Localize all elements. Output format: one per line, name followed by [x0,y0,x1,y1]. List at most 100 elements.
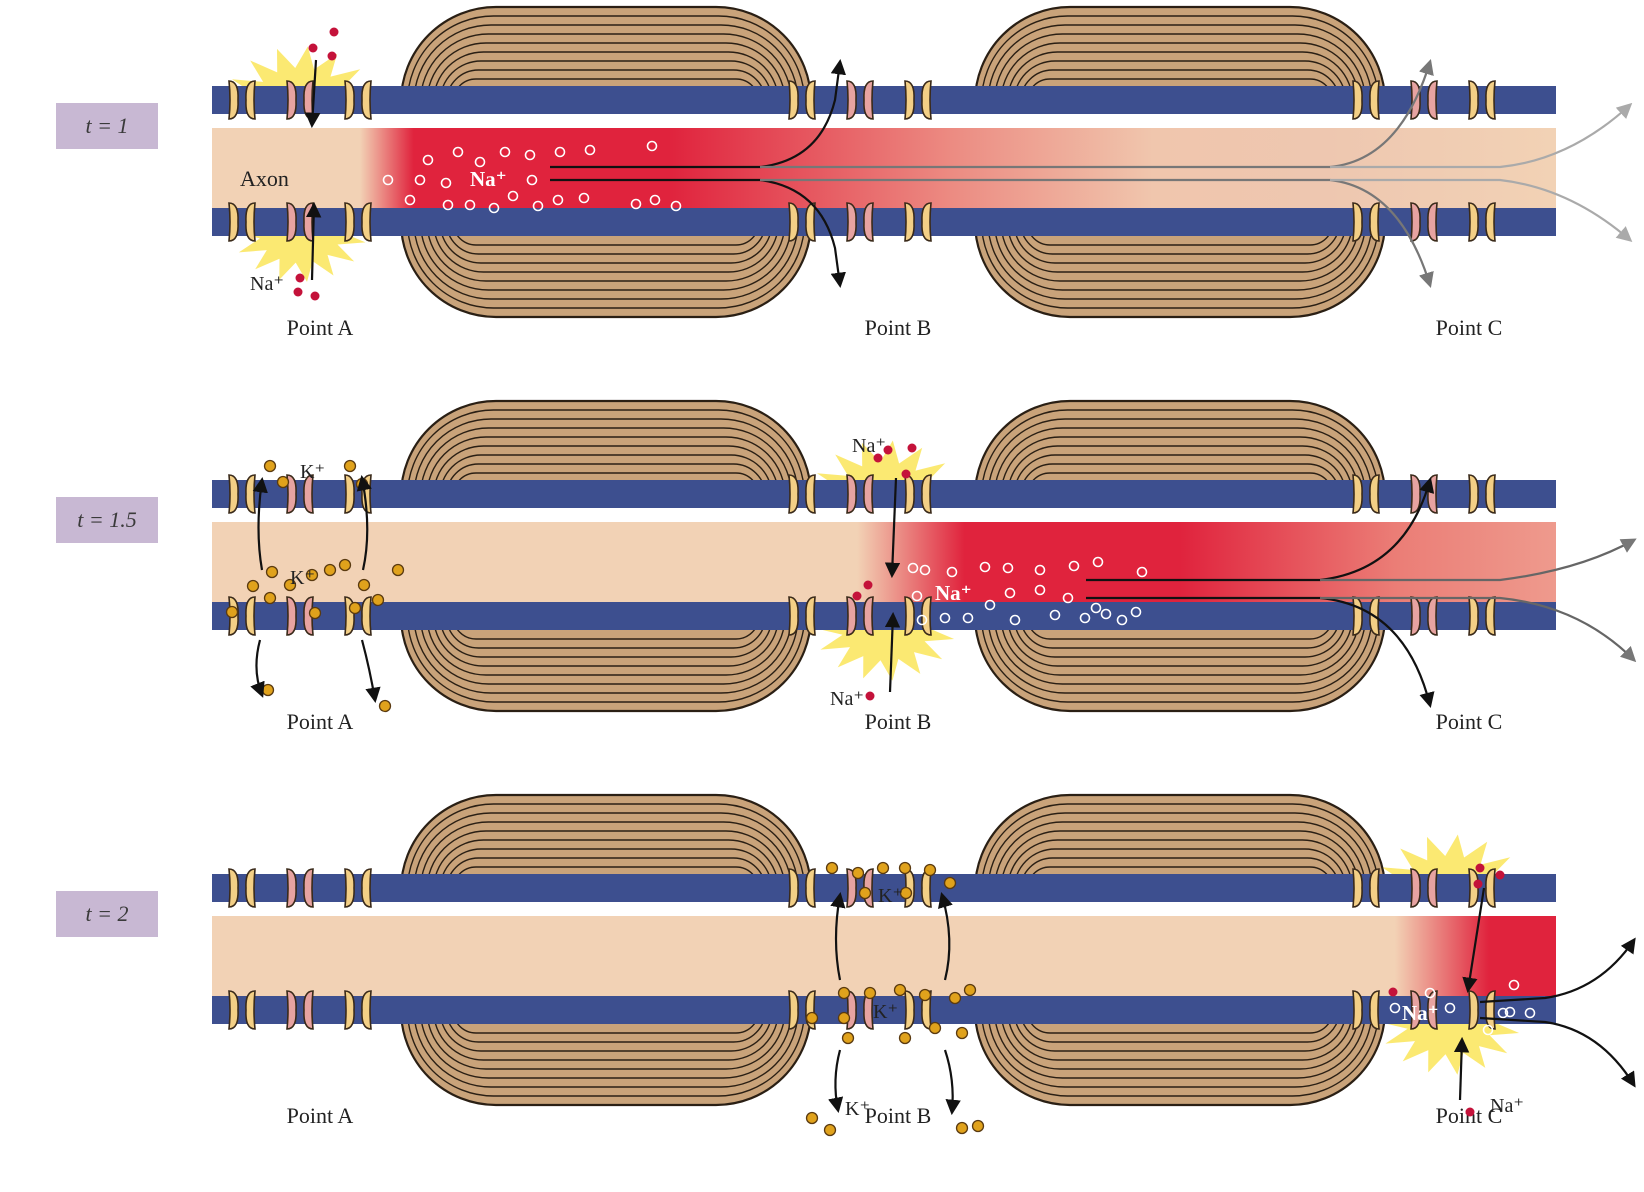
na-ion-icon [1444,1002,1456,1014]
k-outside-label: K⁺ [300,461,325,483]
k-ion-icon [955,1121,969,1135]
point-label: Point B [865,1103,932,1128]
na-ion-icon [293,287,303,297]
k-ion-icon [357,578,371,592]
k-ion-icon [837,1011,851,1025]
k-ion-icon [928,1021,942,1035]
na-ion-icon [488,202,500,214]
k-ion-icon [898,861,912,875]
k-channel-icon [1468,596,1496,636]
na-ion-icon [295,273,305,283]
na-ion-icon [1508,979,1520,991]
k-ion-icon [225,605,239,619]
k-channel-icon [788,596,816,636]
k-ion-icon [841,1031,855,1045]
na-ion-icon [1034,564,1046,576]
na-ion-icon [1004,587,1016,599]
k-ion-icon [265,565,279,579]
axon-membrane-bottom [212,602,1556,630]
flow-arrow-icon [1330,178,1633,243]
k-ion-icon [378,699,392,713]
k-ion-icon [943,876,957,890]
axon-membrane-top [212,86,1556,114]
flow-arrow-icon [1479,1016,1636,1088]
na-ion-icon [873,453,883,463]
k-bottom-label: K⁺ [845,1098,870,1120]
flow-arrow-icon [943,1049,961,1116]
k-ion-icon [823,1123,837,1137]
na-ion-icon [578,192,590,204]
myelin-sheath [399,399,813,497]
na-ion-icon [532,200,544,212]
k-channel-icon [1468,80,1496,120]
na-ion-icon [327,51,337,61]
axoplasm [212,128,1556,210]
k-channel-icon [788,80,816,120]
k-channel-icon [788,474,816,514]
k-channel-icon [228,596,256,636]
na-ion-icon [1424,987,1436,999]
k-ion-icon [893,983,907,997]
na-ion-icon [1389,1002,1401,1014]
k-ion-icon [305,568,319,582]
na-ion-icon [474,156,486,168]
k-channel-icon [1352,80,1380,120]
na-ion-icon [507,190,519,202]
time-label-3: t = 2 [56,891,158,937]
na-ion-icon [382,174,394,186]
na-inside-label: Na⁺ [470,167,507,191]
myelin-sheath [399,221,813,319]
na-ion-icon [552,194,564,206]
myelin-sheath [973,5,1387,103]
na-ion-icon [1475,863,1485,873]
na-ion-icon [329,27,339,37]
k-ion-icon [963,983,977,997]
k-channel-icon [904,596,932,636]
na-ion-icon [1049,609,1061,621]
k-ion-icon [805,1111,819,1125]
k-channel-icon [904,202,932,242]
na-channel-icon [1410,596,1438,636]
flow-arrow-icon [1086,596,1435,708]
flow-arrow-icon [1453,1036,1470,1101]
myelin-sheath [973,221,1387,319]
flow-arrow-icon [252,476,268,571]
time-label-1: t = 1 [56,103,158,149]
k-ion-icon [261,683,275,697]
k-channel-icon [228,868,256,908]
na-channel-icon [286,990,314,1030]
na-ion-icon [646,140,658,152]
panel-3: Point A Point B Point C [212,793,1556,1128]
na-ion-icon [1062,592,1074,604]
k-ion-icon [283,578,297,592]
na-ion-icon [310,291,320,301]
flow-arrow-icon [884,477,901,579]
myelin-sheath [973,615,1387,713]
na-ion-icon [962,612,974,624]
na-ion-icon [464,199,476,211]
axon-membrane-top [212,874,1556,902]
axon-label: Axon [240,166,289,191]
point-label: Point C [1436,315,1503,340]
na-ion-icon [422,154,434,166]
k-channel-icon [1352,990,1380,1030]
na-ion-icon [946,566,958,578]
k-ion-icon [263,591,277,605]
k-channel-icon [228,202,256,242]
flow-arrow-icon [760,178,1434,288]
na-ion-icon [852,591,862,601]
flow-arrow-icon [938,892,953,981]
flow-arrow-icon [1320,596,1637,663]
k-channel-icon [344,868,372,908]
k-ion-icon [825,861,839,875]
k-channel-icon [1352,202,1380,242]
k-ion-icon [858,886,872,900]
na-ion-icon [630,198,642,210]
na-ion-icon [1034,584,1046,596]
k-channel-icon [788,868,816,908]
flow-arrow-icon [305,201,322,281]
flow-arrow-icon [1320,538,1637,582]
panel-1-ions: Axon Na⁺ Na⁺ [240,27,1633,301]
na-channel-icon [1410,990,1438,1030]
